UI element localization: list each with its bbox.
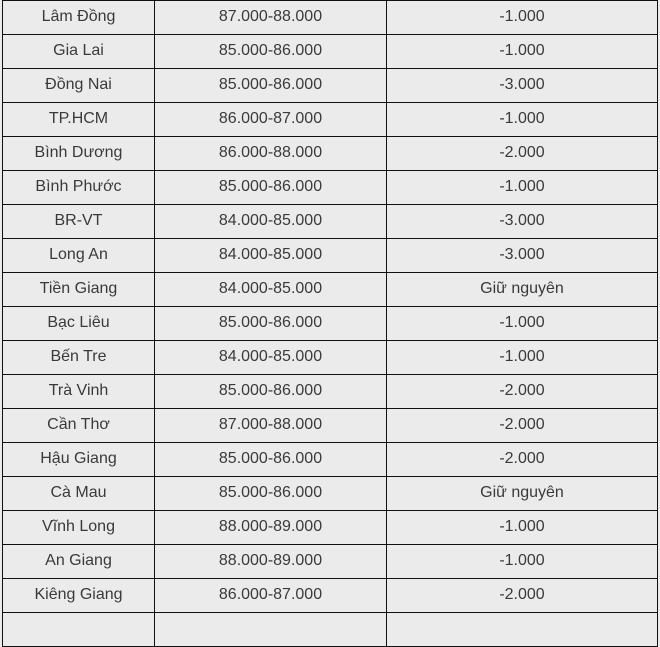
price-range-cell: 88.000-89.000 — [154, 509, 387, 545]
province-cell: BR-VT — [2, 203, 155, 239]
table-row: Bạc Liêu 85.000-86.000 -1.000 — [2, 305, 658, 341]
province-cell: Vĩnh Long — [2, 509, 155, 545]
province-cell: Trà Vinh — [2, 373, 155, 409]
table-row: BR-VT 84.000-85.000 -3.000 — [2, 203, 658, 239]
price-range-cell: 85.000-86.000 — [154, 475, 387, 511]
change-cell: -1.000 — [386, 339, 658, 375]
price-range-cell: 86.000-87.000 — [154, 577, 387, 613]
table-row: Cà Mau 85.000-86.000 Giữ nguyên — [2, 475, 658, 511]
table-row: Hậu Giang 85.000-86.000 -2.000 — [2, 441, 658, 477]
price-range-cell: 86.000-87.000 — [154, 101, 387, 137]
price-range-cell: 87.000-88.000 — [154, 0, 387, 35]
price-range-cell: 84.000-85.000 — [154, 271, 387, 307]
province-cell: Bến Tre — [2, 339, 155, 375]
price-range-cell: 84.000-85.000 — [154, 237, 387, 273]
price-range-cell: 85.000-86.000 — [154, 305, 387, 341]
province-cell: Cà Mau — [2, 475, 155, 511]
table-row: Lâm Đồng 87.000-88.000 -1.000 — [2, 0, 658, 35]
change-cell: -3.000 — [386, 67, 658, 103]
price-range-cell: 86.000-88.000 — [154, 135, 387, 171]
table-row: Gia Lai 85.000-86.000 -1.000 — [2, 33, 658, 69]
table-row: Bình Phước 85.000-86.000 -1.000 — [2, 169, 658, 205]
province-cell: Long An — [2, 237, 155, 273]
table-row — [2, 611, 658, 647]
table-row: Bình Dương 86.000-88.000 -2.000 — [2, 135, 658, 171]
table-row: Kiêng Giang 86.000-87.000 -2.000 — [2, 577, 658, 613]
province-cell: Gia Lai — [2, 33, 155, 69]
table-row: TP.HCM 86.000-87.000 -1.000 — [2, 101, 658, 137]
price-range-cell: 84.000-85.000 — [154, 203, 387, 239]
change-cell: -3.000 — [386, 237, 658, 273]
price-range-cell: 85.000-86.000 — [154, 33, 387, 69]
table-row: An Giang 88.000-89.000 -1.000 — [2, 543, 658, 579]
table-row: Bến Tre 84.000-85.000 -1.000 — [2, 339, 658, 375]
province-cell: Cần Thơ — [2, 407, 155, 443]
price-range-cell: 87.000-88.000 — [154, 407, 387, 443]
province-cell: An Giang — [2, 543, 155, 579]
table-row: Trà Vinh 85.000-86.000 -2.000 — [2, 373, 658, 409]
change-cell: -2.000 — [386, 441, 658, 477]
change-cell: -1.000 — [386, 509, 658, 545]
table-row: Đồng Nai 85.000-86.000 -3.000 — [2, 67, 658, 103]
change-cell: Giữ nguyên — [386, 271, 658, 307]
price-range-cell: 85.000-86.000 — [154, 169, 387, 205]
province-cell: Đồng Nai — [2, 67, 155, 103]
province-cell: Bình Dương — [2, 135, 155, 171]
change-cell: -1.000 — [386, 169, 658, 205]
change-cell: -2.000 — [386, 373, 658, 409]
price-range-cell: 85.000-86.000 — [154, 373, 387, 409]
province-cell: Kiêng Giang — [2, 577, 155, 613]
change-cell: -1.000 — [386, 543, 658, 579]
province-cell: Tiền Giang — [2, 271, 155, 307]
table-row: Long An 84.000-85.000 -3.000 — [2, 237, 658, 273]
province-cell: Bình Phước — [2, 169, 155, 205]
province-cell: TP.HCM — [2, 101, 155, 137]
change-cell: -1.000 — [386, 305, 658, 341]
change-cell: -2.000 — [386, 407, 658, 443]
price-range-cell: 84.000-85.000 — [154, 339, 387, 375]
change-cell: -3.000 — [386, 203, 658, 239]
province-cell: Hậu Giang — [2, 441, 155, 477]
province-cell: Lâm Đồng — [2, 0, 155, 35]
change-cell: -1.000 — [386, 0, 658, 35]
price-range-cell — [154, 611, 387, 647]
table-row: Vĩnh Long 88.000-89.000 -1.000 — [2, 509, 658, 545]
price-range-cell: 85.000-86.000 — [154, 67, 387, 103]
change-cell: -1.000 — [386, 33, 658, 69]
table-row: Cần Thơ 87.000-88.000 -2.000 — [2, 407, 658, 443]
province-cell: Bạc Liêu — [2, 305, 155, 341]
province-cell — [2, 611, 155, 647]
price-range-cell: 85.000-86.000 — [154, 441, 387, 477]
change-cell: Giữ nguyên — [386, 475, 658, 511]
table-row: Tiền Giang 84.000-85.000 Giữ nguyên — [2, 271, 658, 307]
price-range-cell: 88.000-89.000 — [154, 543, 387, 579]
change-cell: -2.000 — [386, 577, 658, 613]
change-cell: -2.000 — [386, 135, 658, 171]
change-cell — [386, 611, 658, 647]
change-cell: -1.000 — [386, 101, 658, 137]
